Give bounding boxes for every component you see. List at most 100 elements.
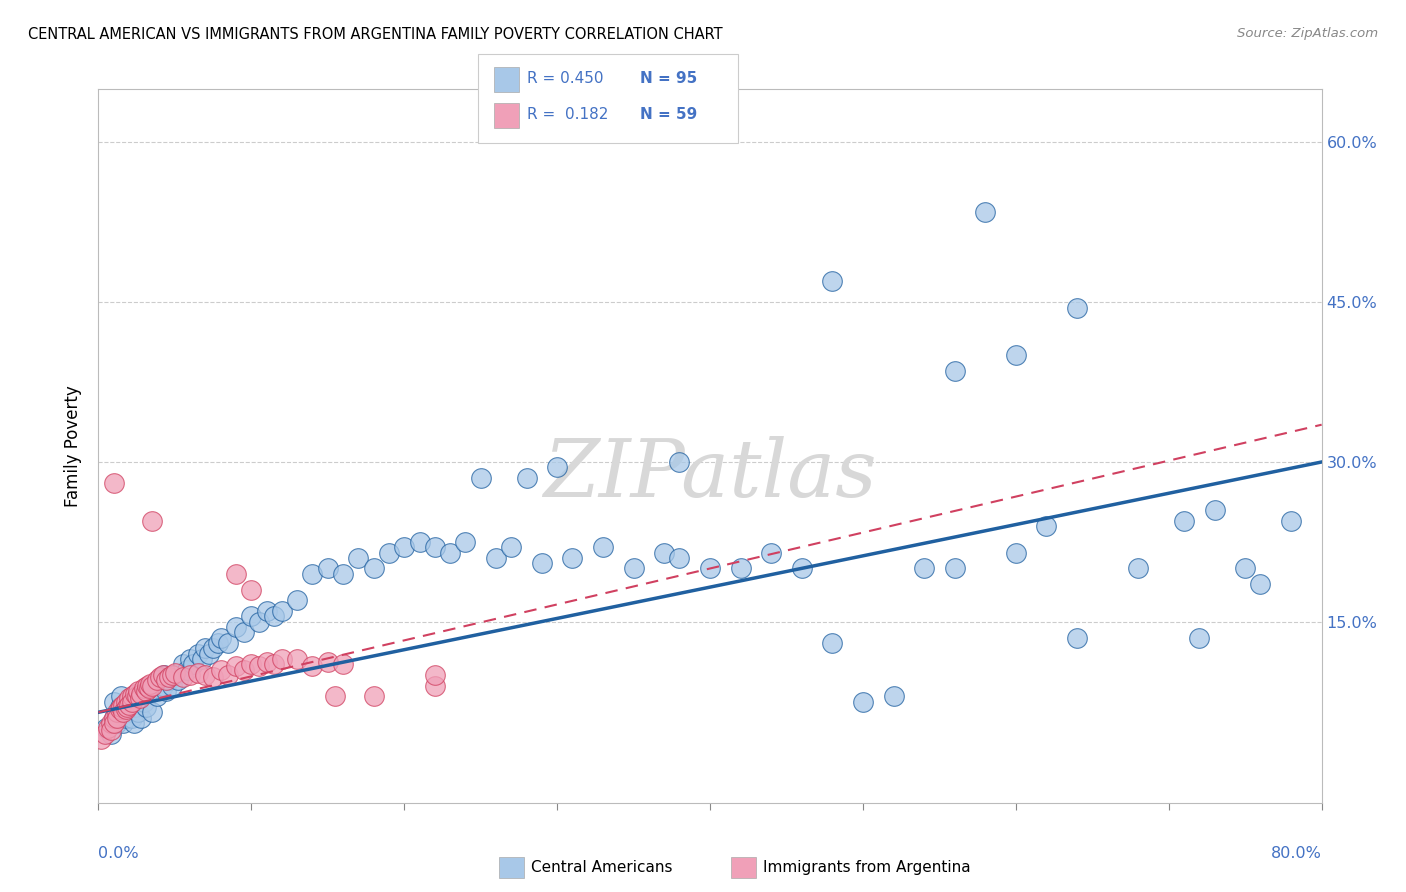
Point xyxy=(167,673,190,688)
Point xyxy=(121,690,143,704)
Point xyxy=(652,545,675,559)
Point xyxy=(117,700,139,714)
Point xyxy=(301,659,323,673)
Point xyxy=(561,550,583,565)
Point xyxy=(207,636,229,650)
Text: CENTRAL AMERICAN VS IMMIGRANTS FROM ARGENTINA FAMILY POVERTY CORRELATION CHART: CENTRAL AMERICAN VS IMMIGRANTS FROM ARGE… xyxy=(28,27,723,42)
Point xyxy=(93,726,115,740)
Point xyxy=(149,670,172,684)
Point xyxy=(179,668,201,682)
Point xyxy=(100,726,122,740)
Point xyxy=(1249,577,1271,591)
Point xyxy=(115,710,138,724)
Point xyxy=(111,715,134,730)
Point xyxy=(225,659,247,673)
Point xyxy=(103,476,125,491)
Point xyxy=(115,702,138,716)
Point xyxy=(172,670,194,684)
Point xyxy=(501,540,523,554)
Point xyxy=(125,690,148,704)
Point xyxy=(136,679,159,693)
Point xyxy=(1004,349,1026,363)
Point xyxy=(97,721,120,735)
Point xyxy=(821,274,844,288)
Point xyxy=(127,684,149,698)
Point xyxy=(240,582,263,597)
Point xyxy=(187,647,209,661)
Point xyxy=(325,690,347,704)
Point xyxy=(121,710,143,724)
Point xyxy=(883,690,905,704)
Point xyxy=(423,668,446,682)
Point xyxy=(232,625,254,640)
Point xyxy=(1004,545,1026,559)
Point xyxy=(332,657,354,672)
Point xyxy=(145,690,167,704)
Point xyxy=(256,655,278,669)
Point xyxy=(316,561,339,575)
Point xyxy=(138,681,160,695)
Text: ZIPatlas: ZIPatlas xyxy=(543,436,877,513)
Point xyxy=(256,604,278,618)
Text: R =  0.182: R = 0.182 xyxy=(527,107,609,121)
Point xyxy=(202,641,225,656)
Point xyxy=(107,706,129,720)
Point xyxy=(1066,631,1088,645)
Point xyxy=(1279,514,1302,528)
Point xyxy=(187,665,209,680)
Point xyxy=(115,695,138,709)
Point xyxy=(790,561,813,575)
Point xyxy=(145,673,167,688)
Point xyxy=(139,676,162,690)
Point xyxy=(232,663,254,677)
Point xyxy=(110,690,132,704)
Point xyxy=(138,684,160,698)
Point xyxy=(759,545,782,559)
Point xyxy=(191,652,214,666)
Point xyxy=(110,700,132,714)
Point xyxy=(124,687,146,701)
Text: N = 59: N = 59 xyxy=(640,107,697,121)
Point xyxy=(120,706,142,720)
Point xyxy=(821,636,844,650)
Point xyxy=(103,710,125,724)
Point xyxy=(160,679,183,693)
Point xyxy=(103,695,125,709)
Point xyxy=(117,700,139,714)
Point xyxy=(347,550,370,565)
Point xyxy=(155,673,177,688)
Point xyxy=(202,670,225,684)
Point xyxy=(141,706,163,720)
Point xyxy=(470,471,492,485)
Text: 80.0%: 80.0% xyxy=(1271,846,1322,861)
Point xyxy=(176,663,198,677)
Point xyxy=(378,545,401,559)
Point xyxy=(1066,301,1088,315)
Point xyxy=(111,698,134,712)
Point xyxy=(852,695,875,709)
Point xyxy=(240,609,263,624)
Point xyxy=(1188,631,1211,645)
Point xyxy=(179,652,201,666)
Text: Source: ZipAtlas.com: Source: ZipAtlas.com xyxy=(1237,27,1378,40)
Point xyxy=(134,695,156,709)
Point xyxy=(668,550,690,565)
Point xyxy=(112,706,135,720)
Point xyxy=(149,673,172,688)
Point xyxy=(209,663,232,677)
Point xyxy=(152,668,174,682)
Y-axis label: Family Poverty: Family Poverty xyxy=(65,385,83,507)
Point xyxy=(135,700,157,714)
Point xyxy=(225,566,247,581)
Point xyxy=(129,710,152,724)
Text: R = 0.450: R = 0.450 xyxy=(527,71,603,86)
Point xyxy=(285,593,308,607)
Point xyxy=(194,668,217,682)
Point xyxy=(127,706,149,720)
Point xyxy=(194,641,217,656)
Point xyxy=(118,698,141,712)
Point xyxy=(141,514,163,528)
Point xyxy=(160,668,183,682)
Point xyxy=(128,690,150,704)
Point xyxy=(623,561,645,575)
